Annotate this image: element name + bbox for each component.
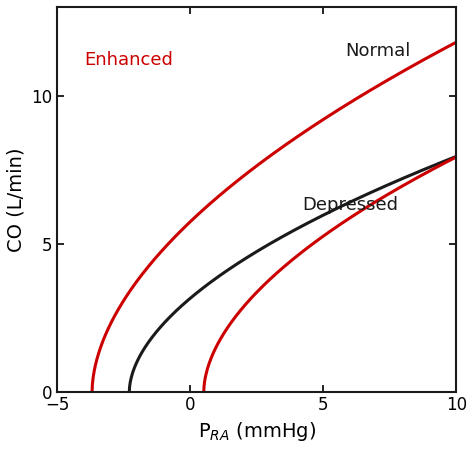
- Y-axis label: CO (L/min): CO (L/min): [7, 147, 26, 252]
- Text: Depressed: Depressed: [302, 196, 398, 214]
- Text: Normal: Normal: [345, 42, 410, 60]
- Text: Enhanced: Enhanced: [84, 51, 173, 69]
- X-axis label: P$_{RA}$ (mmHg): P$_{RA}$ (mmHg): [198, 420, 316, 443]
